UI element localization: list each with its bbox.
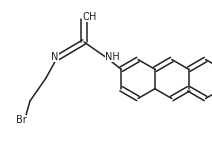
Text: Br: Br (16, 115, 26, 125)
Text: N: N (51, 52, 59, 62)
Text: O: O (82, 12, 90, 22)
Text: NH: NH (105, 52, 119, 62)
Text: H: H (89, 12, 97, 22)
